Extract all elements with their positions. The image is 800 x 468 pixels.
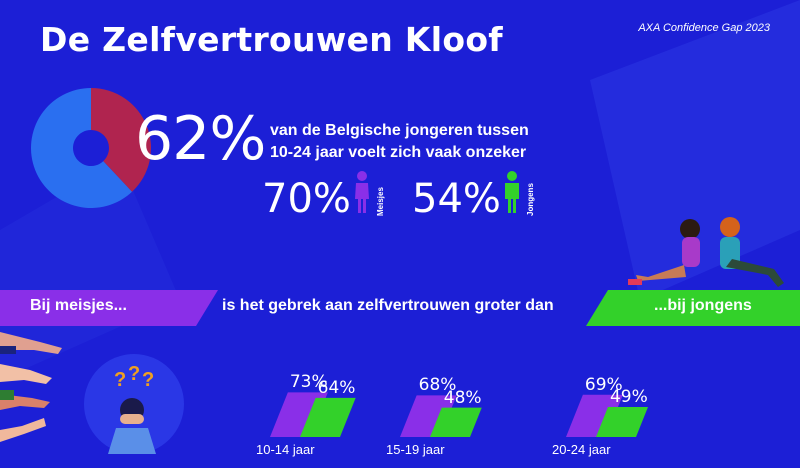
- donut-chart: [31, 88, 152, 208]
- banner-middle-label: is het gebrek aan zelfvertrouwen groter …: [222, 297, 554, 314]
- bar-value-label-meisjes-2: 69%: [584, 374, 623, 395]
- boys-percentage: 54%: [412, 176, 501, 222]
- bar-value-label-jongens-2: 49%: [609, 387, 648, 407]
- headline-percentage: 62%: [135, 104, 266, 174]
- girl-icon: [355, 171, 369, 213]
- age-group-label-1: 15-19 jaar: [386, 442, 445, 457]
- bar-value-label-meisjes-0: 73%: [289, 372, 328, 393]
- bar-value-label-jongens-0: 64%: [317, 377, 356, 398]
- confused-person-illustration: ? ? ?: [84, 354, 184, 454]
- age-group-label-2: 20-24 jaar: [552, 442, 611, 457]
- headline-line-1: van de Belgische jongeren tussen: [270, 122, 529, 139]
- bar-value-label-jongens-1: 48%: [443, 387, 482, 408]
- pointing-hands-illustration: [0, 332, 62, 442]
- boy-icon: [505, 171, 519, 213]
- bar-value-label-meisjes-1: 68%: [418, 375, 457, 396]
- age-group-label-0: 10-14 jaar: [256, 442, 315, 457]
- bar-jongens-2: [596, 407, 648, 437]
- banner-right-label: ...bij jongens: [654, 297, 752, 314]
- headline-line-2: 10-24 jaar voelt zich vaak onzeker: [270, 144, 527, 161]
- svg-text:?: ?: [128, 363, 140, 385]
- source-label: AXA Confidence Gap 2023: [638, 22, 770, 34]
- page-title: De Zelfvertrouwen Kloof: [40, 20, 503, 59]
- banner-left-label: Bij meisjes...: [30, 297, 127, 314]
- bar-jongens-0: [300, 397, 356, 437]
- banner-left-shape: [0, 290, 218, 326]
- banner-right-shape: [586, 290, 800, 326]
- headline-statement: van de Belgische jongeren tussen 10-24 j…: [270, 120, 529, 164]
- donut-slice-rest: [91, 88, 152, 192]
- bar-jongens-1: [430, 407, 482, 437]
- teenagers-illustration: [628, 217, 784, 287]
- svg-text:?: ?: [114, 369, 126, 391]
- donut-slice-main: [31, 88, 133, 208]
- svg-text:?: ?: [142, 369, 154, 391]
- girls-percentage: 70%: [262, 176, 351, 222]
